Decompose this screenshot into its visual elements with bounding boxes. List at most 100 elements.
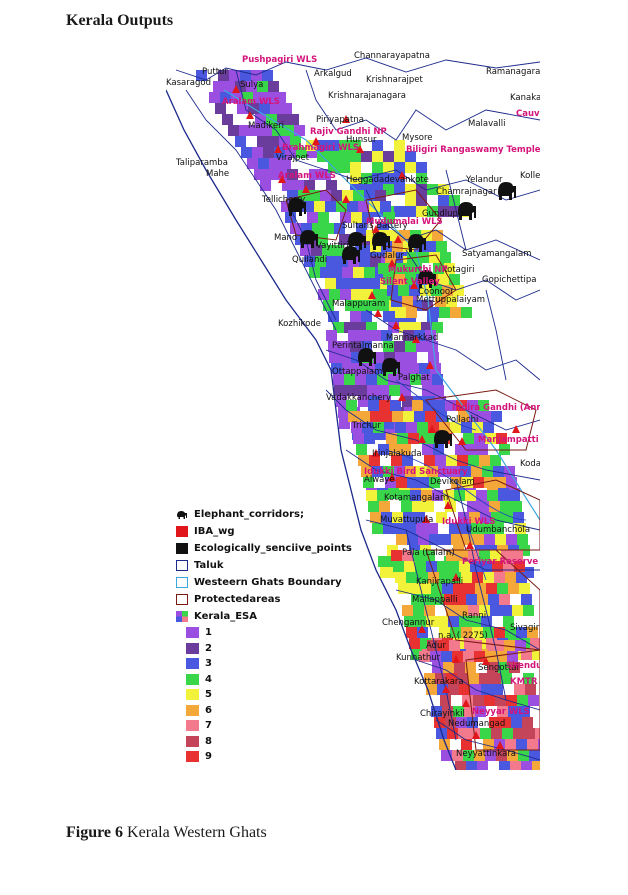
protected-area-label: Manjampatti xyxy=(478,435,539,445)
esa-cell xyxy=(359,256,370,267)
taluk-boundaries xyxy=(175,57,540,761)
esa-cell xyxy=(483,739,494,750)
iba-marker xyxy=(444,501,452,509)
esa-class-label: 4 xyxy=(205,673,212,685)
esa-cell xyxy=(414,512,425,523)
esa-cell xyxy=(444,263,455,274)
esa-class-row: 6 xyxy=(176,703,386,719)
esa-cell xyxy=(383,184,394,195)
place-label: Sivagiri xyxy=(510,623,540,633)
esa-class-label: 8 xyxy=(205,735,212,747)
esa-cell xyxy=(515,523,526,534)
esa-class-row: 4 xyxy=(176,672,386,688)
esa-cell xyxy=(524,728,535,739)
protected-area-label: Aralam WLS xyxy=(278,171,336,181)
place-label: Sengottai xyxy=(478,663,519,673)
esa-cell xyxy=(432,322,443,333)
esa-cell xyxy=(257,81,268,92)
place-label: Malavalli xyxy=(468,119,505,129)
esa-cell xyxy=(395,572,406,583)
esa-cell xyxy=(218,70,229,81)
esa-cell xyxy=(347,201,358,212)
esa-cell xyxy=(463,750,474,761)
esa-cell xyxy=(399,230,410,241)
esa-cell xyxy=(455,594,466,605)
esa-cell xyxy=(453,285,464,296)
esa-cell xyxy=(484,534,495,545)
place-label: Yelandur xyxy=(465,175,503,185)
iba-marker xyxy=(462,699,470,707)
esa-cell xyxy=(415,561,426,572)
elephant-markers xyxy=(288,182,516,448)
esa-cell xyxy=(380,567,391,578)
esa-cell xyxy=(461,307,472,318)
esa-cell xyxy=(383,162,394,173)
esa-cell xyxy=(401,501,412,512)
esa-cell xyxy=(224,81,235,92)
place-label: Nedumangad xyxy=(448,719,505,729)
esa-cell xyxy=(505,739,516,750)
esa-cell xyxy=(431,706,442,717)
esa-cell xyxy=(463,433,474,444)
esa-cell xyxy=(430,651,441,662)
esa-cell xyxy=(496,651,507,662)
iba-marker xyxy=(428,425,436,433)
esa-cell xyxy=(467,400,478,411)
esa-cell xyxy=(381,512,392,523)
esa-cell xyxy=(436,241,447,252)
esa-class-list: 1 2 3 4 5 6 7 8 9 xyxy=(176,625,386,765)
protected-area-label: Silent Valley xyxy=(380,277,440,287)
esa-cell xyxy=(317,234,328,245)
esa-cell xyxy=(394,162,405,173)
esa-cell xyxy=(434,400,445,411)
esa-cell xyxy=(329,289,340,300)
place-label: Mahe xyxy=(206,169,229,179)
esa-cell xyxy=(416,195,427,206)
esa-cell xyxy=(385,477,396,488)
esa-cell xyxy=(473,477,484,488)
esa-cell xyxy=(418,252,429,263)
esa-cell xyxy=(395,422,406,433)
esa-class-swatch xyxy=(186,673,199,685)
esa-cell xyxy=(361,173,372,184)
iba-marker xyxy=(394,235,402,243)
esa-cell xyxy=(373,422,384,433)
esa-cell xyxy=(374,429,385,440)
esa-cell xyxy=(367,385,378,396)
esa-cell xyxy=(366,230,377,241)
place-label: Kanjirapalli xyxy=(416,577,463,587)
esa-cell xyxy=(436,512,447,523)
iba-marker xyxy=(412,335,420,343)
esa-cell xyxy=(242,92,253,103)
esa-cell xyxy=(446,550,457,561)
esa-cell xyxy=(443,490,454,501)
esa-cell xyxy=(392,411,403,422)
place-labels: Channarayapatna Puttur Kasaragod Sulya A… xyxy=(166,51,540,759)
esa-cell xyxy=(457,550,468,561)
esa-cell xyxy=(476,490,487,501)
esa-cell xyxy=(481,684,492,695)
esa-cell xyxy=(513,512,524,523)
esa-cell xyxy=(502,512,513,523)
place-label: Heggadadevankote xyxy=(346,175,429,185)
esa-cell xyxy=(529,750,540,761)
esa-cell xyxy=(402,455,413,466)
esa-cell xyxy=(513,728,524,739)
esa-cell xyxy=(466,594,477,605)
protected-area-label: Biligiri Rangaswamy Temple xyxy=(406,145,540,155)
esa-cell xyxy=(397,433,408,444)
esa-cell xyxy=(460,466,471,477)
legend-row-elephant-corridors: Elephant_corridors; xyxy=(176,506,386,523)
iba-marker xyxy=(512,425,520,433)
figure-title: Kerala Western Ghats xyxy=(123,824,267,841)
esa-cell xyxy=(407,534,418,545)
esa-cell xyxy=(419,651,430,662)
esa-cell xyxy=(383,311,394,322)
esa-cell xyxy=(388,230,399,241)
esa-cell xyxy=(287,190,298,201)
esa-cell xyxy=(490,605,501,616)
esa-cell xyxy=(362,212,373,223)
esa-cell xyxy=(400,385,411,396)
esa-class-label: 6 xyxy=(205,704,212,716)
esa-cell xyxy=(412,400,423,411)
